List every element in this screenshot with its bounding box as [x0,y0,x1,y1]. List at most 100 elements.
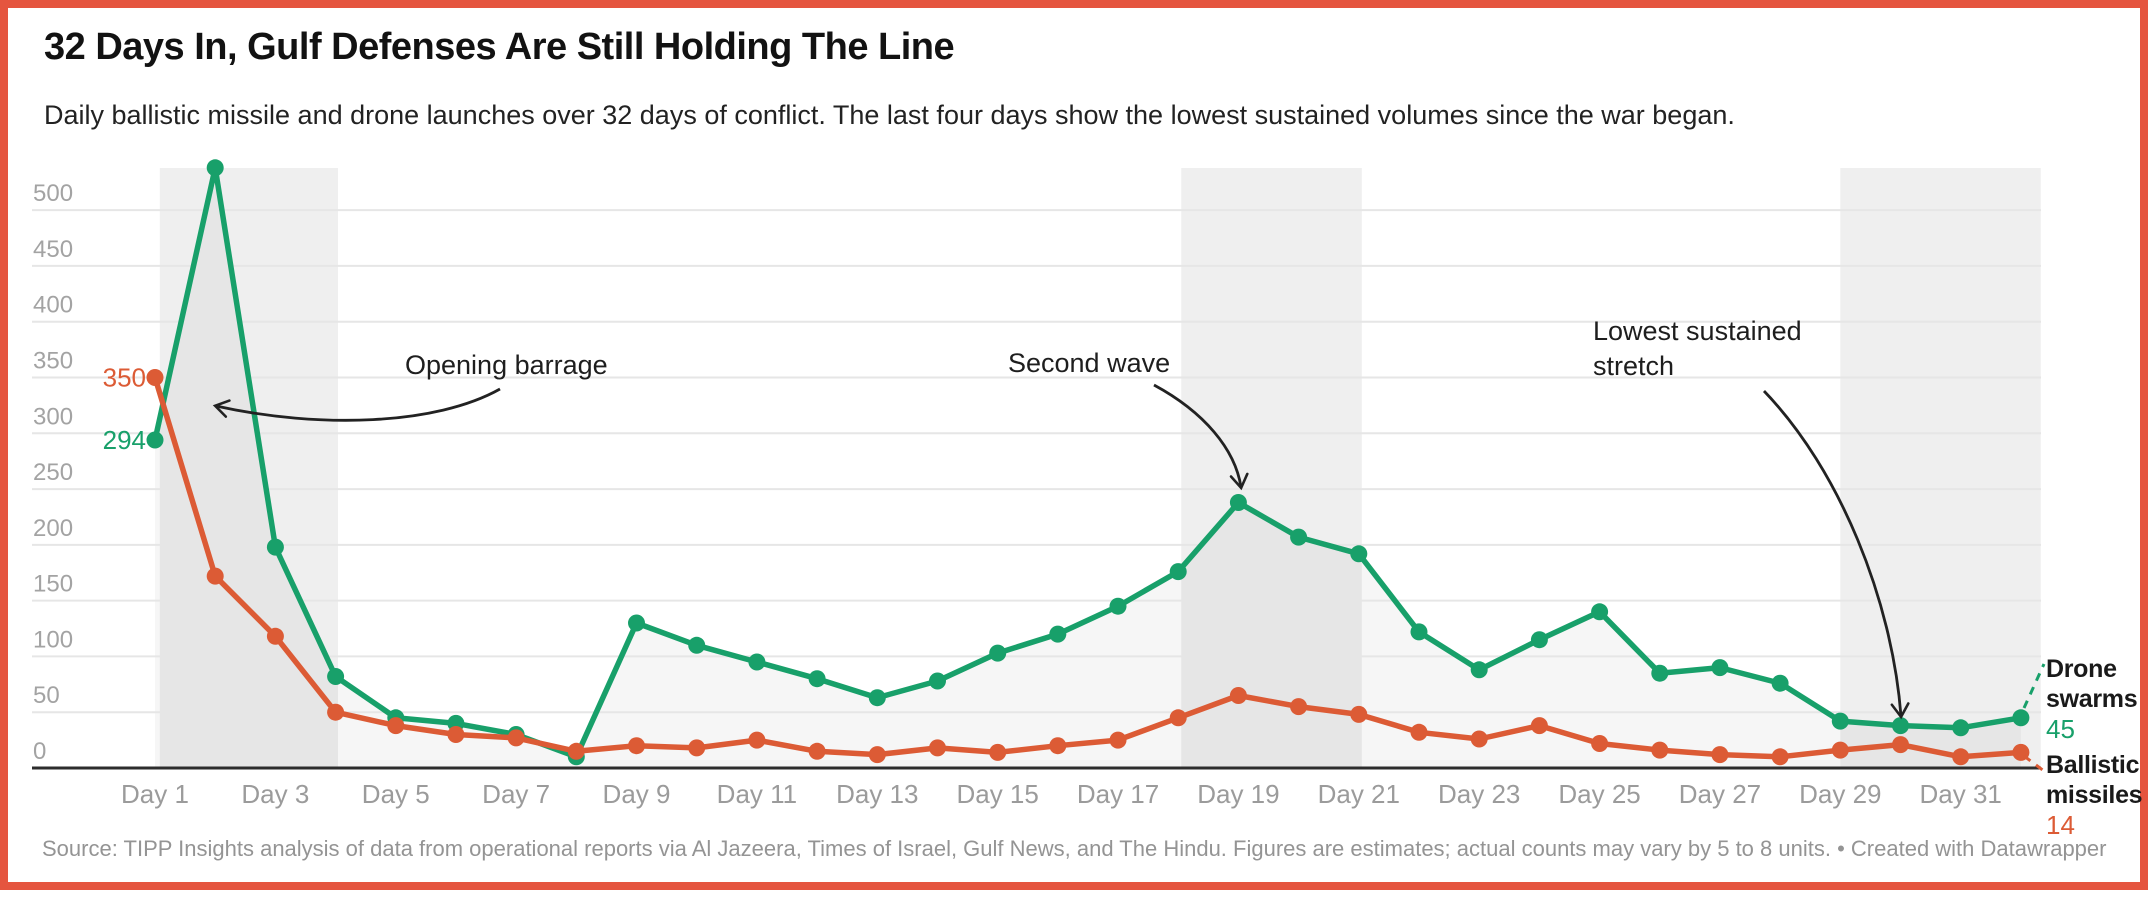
datawrapper-credit-link[interactable]: Created with Datawrapper [1850,836,2107,861]
data-point-drone-swarms-day-1[interactable] [146,431,164,449]
data-point-drone-swarms-day-20[interactable] [1290,528,1308,546]
data-point-drone-swarms-day-2[interactable] [206,159,224,177]
data-point-ballistic-missiles-day-26[interactable] [1651,741,1669,759]
drone-area-fill [155,168,2021,768]
data-point-ballistic-missiles-day-13[interactable] [868,746,886,764]
data-point-drone-swarms-day-25[interactable] [1591,603,1609,621]
data-point-drone-swarms-day-26[interactable] [1651,664,1669,682]
source-text: Source: TIPP Insights analysis of data f… [42,836,1845,861]
x-axis-tick-label: Day 29 [1799,779,1881,809]
data-point-ballistic-missiles-day-19[interactable] [1229,687,1247,704]
data-point-ballistic-missiles-day-17[interactable] [1109,731,1127,749]
page-title: 32 Days In, Gulf Defenses Are Still Hold… [44,26,955,68]
data-point-drone-swarms-day-17[interactable] [1109,597,1127,615]
data-point-drone-swarms-day-22[interactable] [1410,623,1428,641]
data-point-drone-swarms-day-31[interactable] [1952,719,1970,737]
data-point-drone-swarms-day-29[interactable] [1831,712,1849,730]
data-point-ballistic-missiles-day-11[interactable] [748,731,766,749]
data-point-drone-swarms-day-28[interactable] [1771,674,1789,692]
data-point-ballistic-missiles-day-27[interactable] [1711,746,1729,764]
data-point-ballistic-missiles-day-8[interactable] [567,742,585,760]
data-point-drone-swarms-day-9[interactable] [628,614,645,632]
y-axis-tick-label: 0 [33,738,46,765]
data-point-drone-swarms-day-32[interactable] [2012,709,2030,727]
y-axis-tick-label: 200 [33,515,73,542]
data-point-ballistic-missiles-day-15[interactable] [989,743,1007,761]
data-point-ballistic-missiles-day-12[interactable] [808,742,826,760]
highlight-band [1840,168,2041,768]
y-axis-tick-label: 450 [33,236,73,263]
data-point-drone-swarms-day-21[interactable] [1350,545,1368,563]
data-point-ballistic-missiles-day-5[interactable] [387,717,405,735]
data-point-ballistic-missiles-day-1[interactable] [146,369,164,386]
data-point-drone-swarms-day-13[interactable] [868,689,886,707]
x-axis-tick-label: Day 27 [1679,779,1761,809]
data-point-ballistic-missiles-day-16[interactable] [1049,737,1067,755]
data-point-ballistic-missiles-day-6[interactable] [447,726,465,743]
data-point-ballistic-missiles-day-4[interactable] [327,703,345,721]
data-point-ballistic-missiles-day-21[interactable] [1350,705,1368,723]
missile-leader-line [2023,754,2045,773]
x-axis-tick-label: Day 13 [836,779,918,809]
highlight-band [159,168,338,768]
data-point-ballistic-missiles-day-25[interactable] [1591,735,1609,752]
data-point-ballistic-missiles-day-2[interactable] [206,567,224,585]
data-point-drone-swarms-day-27[interactable] [1711,659,1729,677]
x-axis-tick-label: Day 25 [1558,779,1640,809]
data-point-drone-swarms-day-14[interactable] [929,672,946,690]
x-axis-tick-label: Day 31 [1920,779,2002,809]
data-point-drone-swarms-day-3[interactable] [266,538,284,556]
data-point-ballistic-missiles-day-3[interactable] [266,627,284,645]
data-point-ballistic-missiles-day-10[interactable] [688,739,706,757]
legend-drone-swarms: Drone swarms 45 [2046,654,2148,744]
x-axis-tick-label: Day 21 [1318,779,1400,809]
x-axis-tick-label: Day 9 [603,779,671,809]
start-value-label: 350 [103,363,146,393]
data-point-drone-swarms-day-30[interactable] [1892,717,1909,735]
x-axis-tick-label: Day 15 [956,779,1038,809]
data-point-drone-swarms-day-19[interactable] [1229,494,1247,511]
x-axis-tick-label: Day 23 [1438,779,1520,809]
data-point-ballistic-missiles-day-20[interactable] [1290,698,1308,716]
data-point-drone-swarms-day-15[interactable] [989,644,1007,662]
data-point-ballistic-missiles-day-31[interactable] [1952,748,1970,766]
legend-ballistic-missiles: Ballistic missiles 14 [2046,750,2148,840]
drone-swarms-label: Drone swarms [2046,655,2138,713]
data-point-ballistic-missiles-day-22[interactable] [1410,723,1428,741]
y-axis-tick-label: 250 [33,459,73,486]
x-axis-tick-label: Day 1 [121,779,189,809]
line-chart: 0 50 100 150 200 250 300 350 400 450 500 Day 1 Day 3… [32,159,2046,809]
highlight-band [1181,168,1362,768]
x-axis-tick-label: Day 17 [1077,779,1159,809]
y-axis-tick-label: 50 [33,682,60,709]
y-axis-tick-label: 400 [33,292,73,319]
annotation-text: Second wave [1008,348,1170,378]
data-point-ballistic-missiles-day-23[interactable] [1470,730,1488,748]
data-point-drone-swarms-day-4[interactable] [327,668,345,685]
data-point-drone-swarms-day-18[interactable] [1169,563,1187,581]
data-point-ballistic-missiles-day-29[interactable] [1831,741,1849,759]
data-point-ballistic-missiles-day-9[interactable] [628,737,645,755]
data-point-ballistic-missiles-day-7[interactable] [507,729,525,747]
series-line-ballistic-missiles [152,374,2024,760]
ballistic-missiles-value: 14 [2046,810,2075,840]
data-point-ballistic-missiles-day-18[interactable] [1169,709,1187,727]
drone-swarms-value: 45 [2046,714,2075,744]
data-point-drone-swarms-day-11[interactable] [748,653,766,671]
data-point-ballistic-missiles-day-30[interactable] [1892,736,1909,754]
data-point-drone-swarms-day-23[interactable] [1470,661,1488,679]
y-axis-tick-label: 500 [33,180,73,207]
page-subtitle: Daily ballistic missile and drone launch… [44,100,1735,130]
start-value-label: 294 [103,425,146,455]
data-point-drone-swarms-day-12[interactable] [808,670,826,688]
annotation-text: Lowest sustained stretch [1593,316,1802,381]
data-point-ballistic-missiles-day-28[interactable] [1771,748,1789,766]
data-point-ballistic-missiles-day-24[interactable] [1530,717,1548,735]
data-point-drone-swarms-day-10[interactable] [688,636,706,654]
lowest-stretch-arrow [1762,390,1910,720]
opening-barrage-arrow [212,387,501,422]
data-point-ballistic-missiles-day-14[interactable] [929,739,946,757]
data-point-drone-swarms-day-24[interactable] [1530,631,1548,649]
data-point-drone-swarms-day-16[interactable] [1049,625,1067,643]
